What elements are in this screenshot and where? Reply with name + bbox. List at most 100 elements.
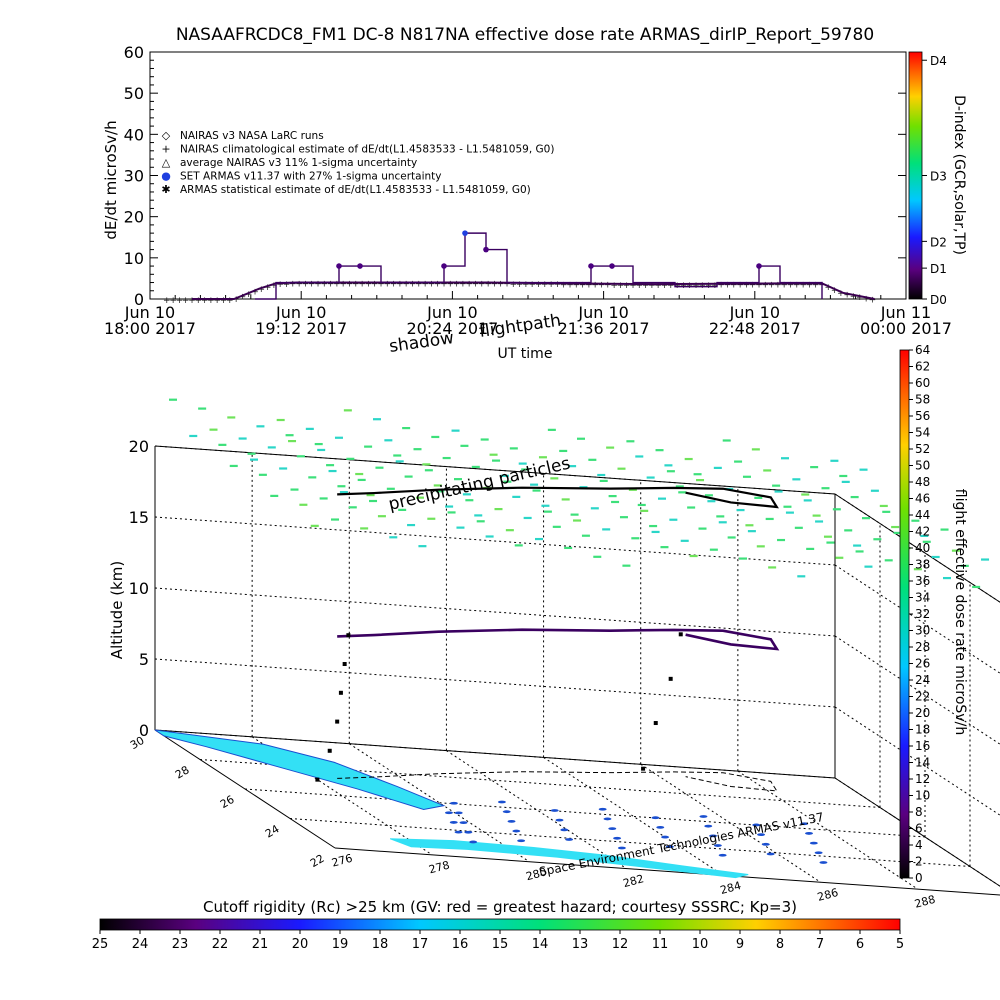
latitude-tick-label: 28 [173, 763, 192, 781]
precipitation-dash [745, 524, 754, 527]
precipitation-dash [922, 540, 931, 543]
nairas-point: + [598, 281, 606, 291]
precipitation-dash [727, 536, 736, 539]
dose-rate-tick-label: 10 [915, 789, 930, 803]
precipitation-dash [247, 452, 256, 455]
nairas-point: + [314, 280, 322, 290]
nairas-point: + [812, 280, 820, 290]
cutoff-tick-label: 19 [332, 937, 349, 952]
precipitation-dash [792, 478, 801, 481]
precipitation-dash [288, 439, 297, 443]
precipitation-dash [505, 529, 514, 532]
altitude-axis: 0 5 10 15 20 [129, 437, 149, 740]
precipitation-dash [451, 429, 460, 432]
precipitation-dash [258, 473, 267, 476]
precipitation-dash [389, 536, 398, 539]
nairas-point: + [654, 281, 662, 291]
precipitation-dash [913, 568, 922, 571]
altitude-tick-label: 10 [129, 579, 149, 598]
d-index-tick-label: D3 [930, 170, 947, 184]
nairas-point: + [232, 295, 240, 305]
precipitation-dash [660, 546, 669, 549]
nairas-point: + [346, 280, 354, 290]
climb-point [327, 748, 332, 753]
precipitation-dash [864, 565, 873, 568]
nairas-point: + [541, 280, 549, 290]
precipitation-dash [640, 509, 649, 512]
nairas-point: + [573, 280, 581, 290]
nairas-point: + [384, 280, 392, 290]
precipitation-dash [559, 449, 568, 453]
precipitation-dash [722, 439, 731, 442]
island [699, 815, 708, 818]
precipitation-dash [492, 459, 501, 462]
longitude-axis: 276278280282284286288290 [330, 852, 937, 911]
precipitation-dash [579, 486, 588, 489]
precipitation-dash [687, 506, 696, 509]
legend-symbol: △ [162, 156, 171, 169]
precipitation-dash [617, 467, 626, 470]
precipitation-dash [823, 535, 832, 538]
precipitating-particles-layer [169, 398, 990, 589]
island [560, 828, 569, 832]
floor-gridline [289, 818, 971, 867]
legend-symbol: ◇ [162, 129, 171, 142]
precipitation-dash [535, 537, 543, 541]
armas-point [441, 263, 447, 269]
precipitation-dash [812, 514, 821, 517]
precipitation-dash [870, 489, 879, 492]
precipitation-dash [355, 472, 364, 476]
precipitation-dash [646, 476, 655, 479]
precipitation-dash [189, 434, 198, 438]
dose-rate-tick-label: 50 [915, 459, 930, 473]
side-wall-altitude-gridline [834, 564, 1000, 674]
nairas-point: + [667, 281, 675, 291]
island [613, 836, 622, 840]
dose-rate-tick-label: 56 [915, 409, 930, 423]
dose-rate-tick-label: 44 [915, 508, 930, 522]
nairas-point: + [692, 281, 700, 291]
precipitation-dash [628, 488, 637, 491]
island [449, 801, 458, 805]
nairas-point: + [856, 293, 864, 303]
island [819, 861, 828, 864]
nairas-point: + [276, 280, 284, 290]
box-edge [834, 777, 1000, 887]
precipitation-dash [684, 457, 693, 461]
d-index-colorbar [908, 51, 923, 300]
box-edge [834, 493, 1000, 603]
climb-point [315, 777, 320, 782]
nairas-point: + [623, 281, 631, 291]
island [814, 851, 823, 855]
nairas-point: + [535, 280, 543, 290]
island [512, 829, 521, 833]
precipitation-dash [599, 479, 608, 483]
precipitation-dash [331, 518, 339, 521]
precipitation-dash [541, 504, 550, 507]
y-tick-label: 0 [134, 290, 144, 309]
island [502, 810, 511, 814]
precipitation-dash [424, 469, 433, 472]
y-tick-label: 40 [124, 125, 144, 144]
precipitation-dash [436, 490, 445, 493]
nairas-point: + [207, 296, 215, 306]
dose-rate-tick-label: 64 [915, 343, 930, 357]
dose-rate-tick-label: 28 [915, 640, 930, 654]
precipitation-dash [169, 398, 177, 401]
altitude-tick-label: 20 [129, 437, 149, 456]
floor-gridline [199, 759, 881, 808]
precipitation-dash [626, 440, 635, 443]
precipitation-dash [666, 470, 675, 473]
cutoff-rigidity-label: Cutoff rigidity (Rc) >25 km (GV: red = g… [203, 898, 797, 916]
x-tick-label-time: 00:00 2017 [860, 319, 952, 338]
back-wall-altitude-gridline [154, 658, 836, 708]
nairas-point: + [440, 280, 448, 290]
precipitation-dash [739, 557, 747, 560]
precipitation-dash [783, 505, 792, 508]
nairas-point: + [686, 281, 694, 291]
precipitation-dash [218, 443, 227, 446]
precipitation-dash [270, 494, 279, 498]
nairas-point: + [705, 281, 713, 291]
armas-point [336, 263, 342, 269]
precipitation-dash [570, 513, 579, 516]
